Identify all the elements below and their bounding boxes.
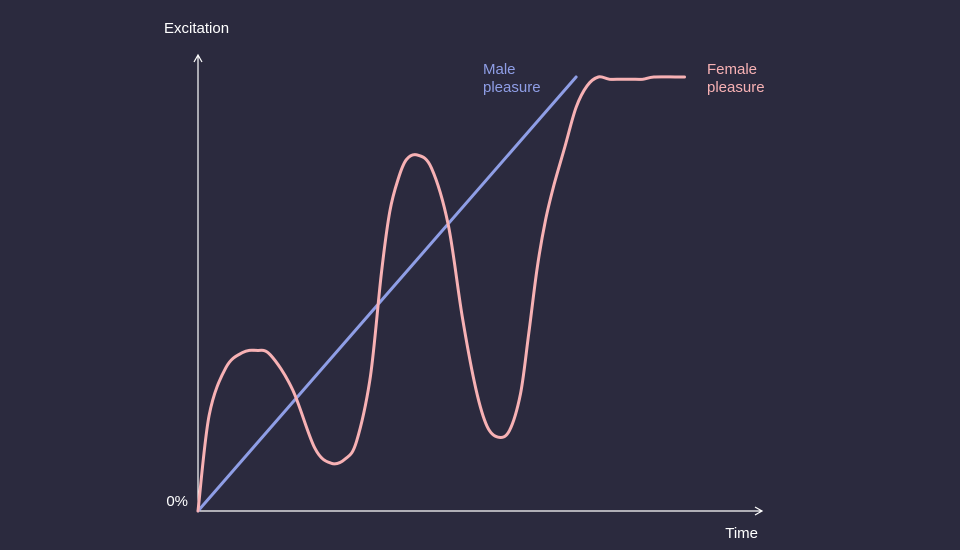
y-axis-arrow-icon — [193, 53, 203, 63]
series-label-female: Female pleasure — [707, 61, 765, 96]
y-axis-label: Excitation — [164, 20, 229, 37]
y-tick-label-0: 0% — [166, 493, 188, 510]
series-line-female — [196, 75, 686, 513]
axes — [193, 53, 764, 516]
series-label-male: Male pleasure — [483, 61, 541, 96]
series-layer — [196, 75, 686, 513]
x-axis-label: Time — [725, 525, 758, 542]
series-line-male — [196, 75, 578, 513]
x-axis-arrow-icon — [754, 506, 764, 516]
